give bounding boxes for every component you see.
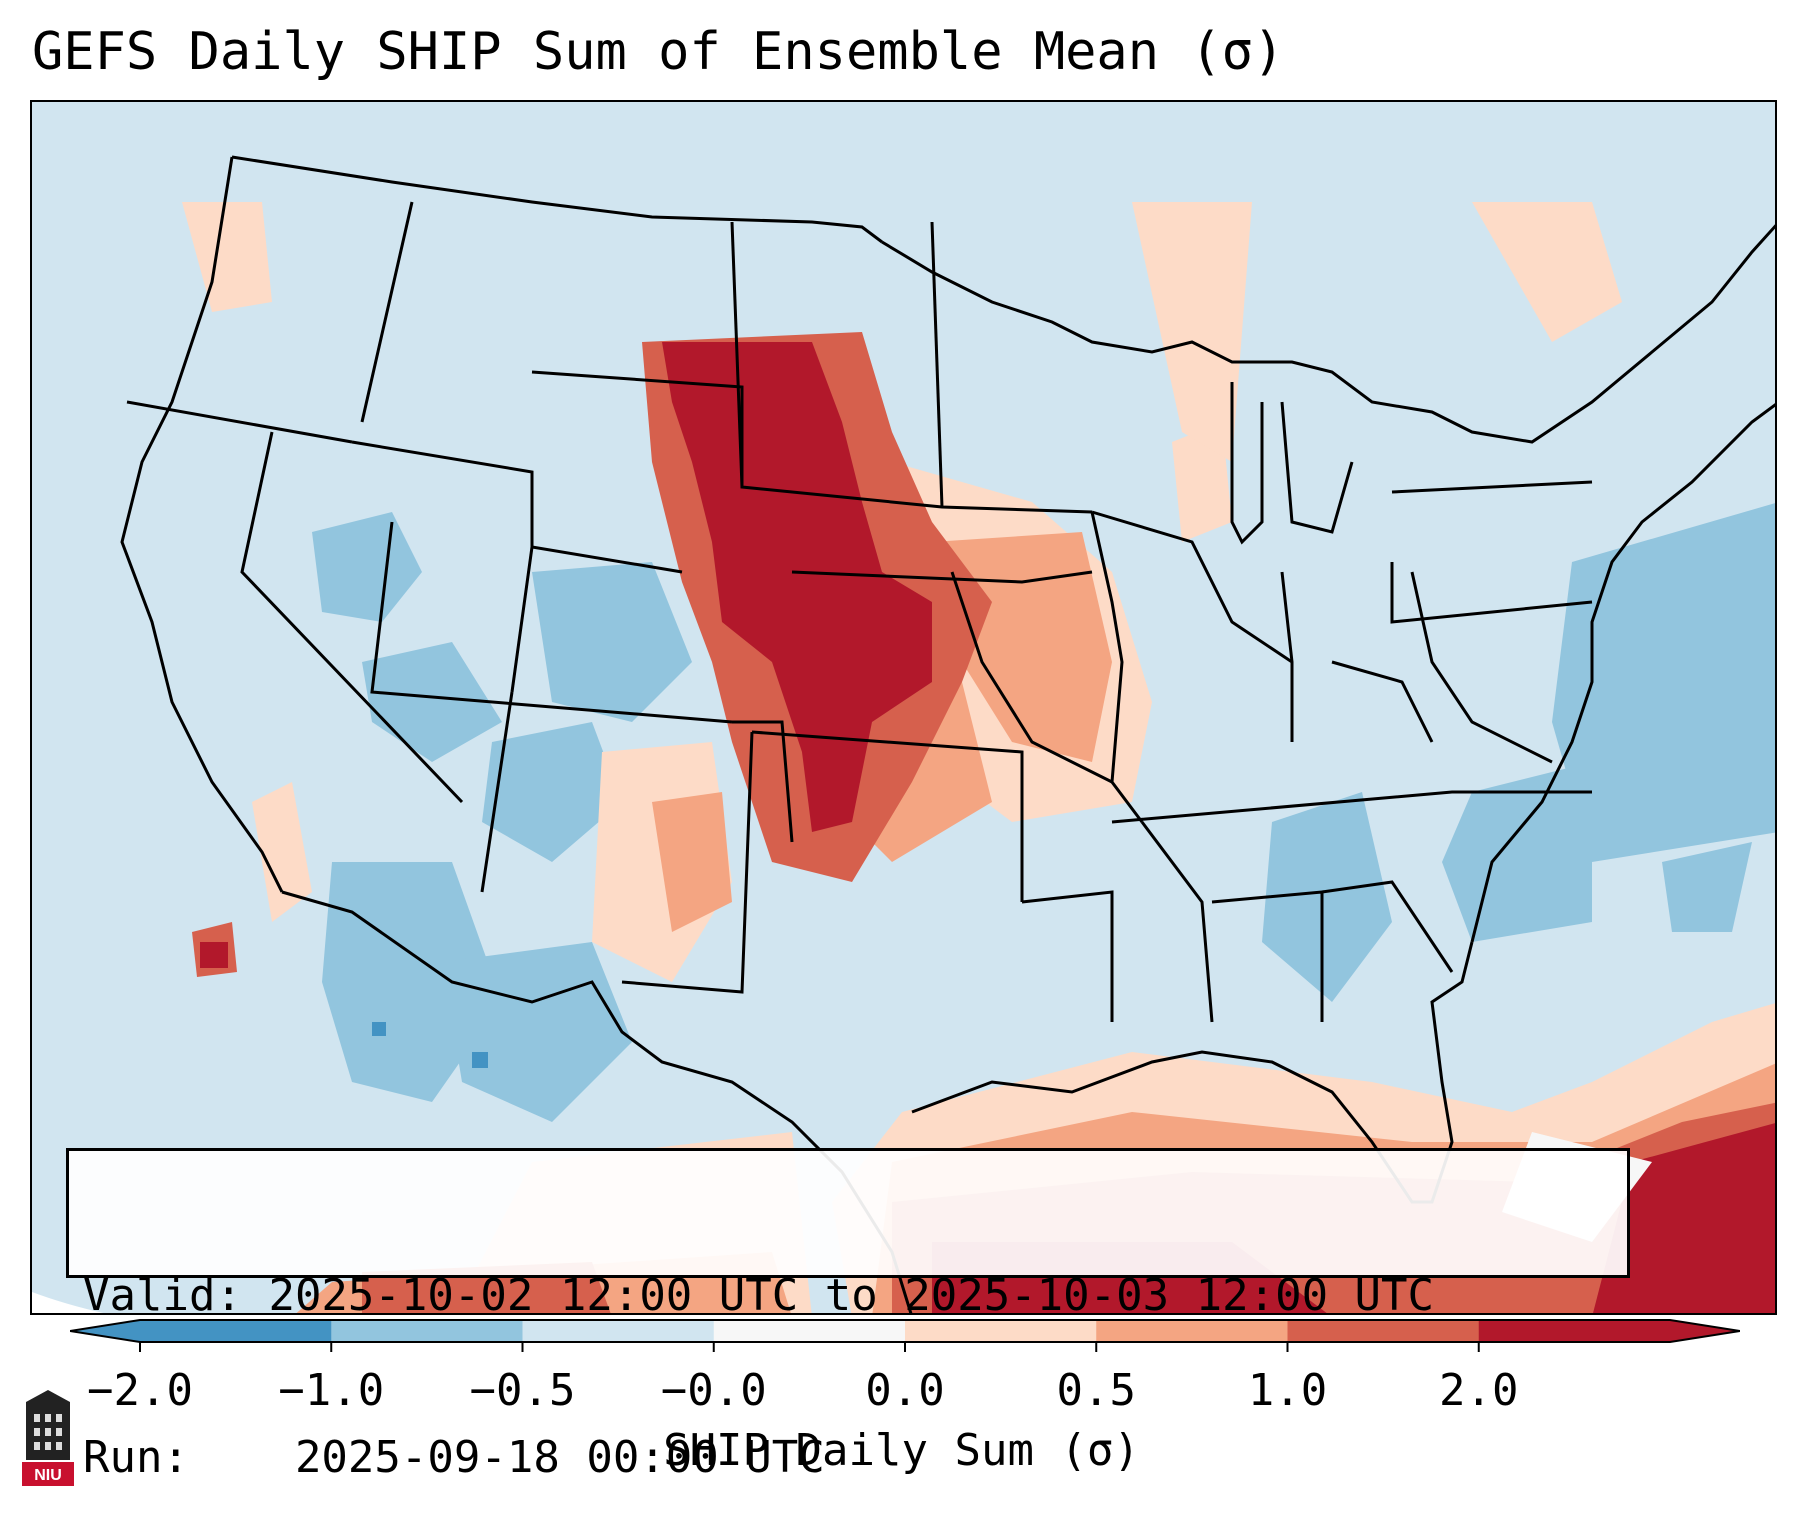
colorbar-segments	[70, 1319, 1740, 1352]
map-title: GEFS Daily SHIP Sum of Ensemble Mean (σ)	[32, 22, 1285, 82]
colorbar-segment	[331, 1320, 523, 1342]
run-line: Run: 2025-09-18 00:00 UTC	[83, 1431, 1613, 1485]
colorbar-segment	[140, 1320, 332, 1342]
run-value: 2025-09-18 00:00 UTC	[294, 1432, 825, 1483]
colorbar-tick-label: −0.0	[660, 1365, 767, 1416]
negative-anomaly-regions	[312, 503, 1775, 1122]
map-panel	[30, 100, 1777, 1315]
strong-negative-cells	[372, 1022, 488, 1068]
valid-line: Valid: 2025-10-02 12:00 UTC to 2025-10-0…	[83, 1269, 1613, 1323]
colorbar-segment	[905, 1320, 1097, 1342]
colorbar-tick-label: 0.5	[1056, 1365, 1136, 1416]
colorbar	[70, 1319, 1740, 1352]
colorbar-tick-label: −2.0	[87, 1365, 193, 1416]
colorbar-segment	[522, 1320, 715, 1342]
colorbar-extend-max	[1670, 1320, 1740, 1342]
field-map	[32, 102, 1775, 1313]
colorbar-tick-label: −0.5	[469, 1365, 576, 1416]
valid-run-info-box: Valid: 2025-10-02 12:00 UTC to 2025-10-0…	[66, 1148, 1630, 1483]
colorbar-extend-min	[70, 1320, 140, 1342]
colorbar-ticks: −2.0 −1.0 −0.5 −0.0 0.0 0.5 1.0 2.0	[0, 1365, 1803, 1425]
colorbar-tick-label: 2.0	[1439, 1365, 1519, 1416]
colorbar-segment	[713, 1320, 906, 1342]
colorbar-tick-label: 1.0	[1247, 1365, 1328, 1416]
colorbar-tick-label: 0.0	[865, 1365, 945, 1416]
colorbar-segment	[1287, 1320, 1480, 1342]
svg-text:NIU: NIU	[34, 1467, 62, 1484]
valid-value: 2025-10-02 12:00 UTC to 2025-10-03 12:00…	[268, 1270, 1435, 1321]
niu-logo: NIU	[22, 1390, 74, 1486]
colorbar-segment	[1096, 1320, 1288, 1342]
colorbar-tick-label: −1.0	[278, 1365, 385, 1416]
valid-label: Valid:	[83, 1270, 242, 1321]
run-label: Run:	[83, 1432, 189, 1483]
colorbar-label: SHIP Daily Sum (σ)	[663, 1425, 1140, 1476]
colorbar-segment	[1478, 1320, 1671, 1342]
